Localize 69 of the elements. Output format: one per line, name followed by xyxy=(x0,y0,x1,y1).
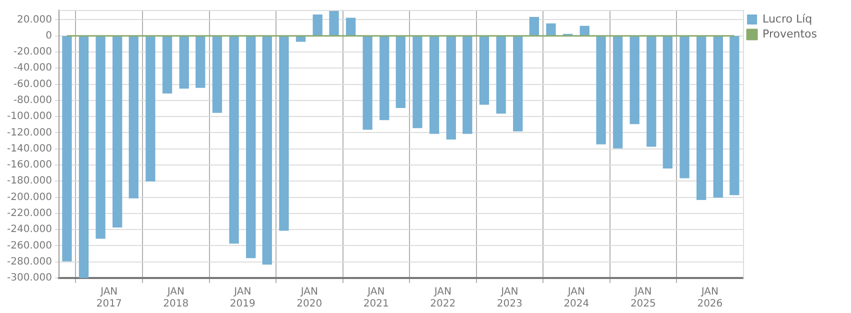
y-tick-label: -280.000 xyxy=(6,256,52,268)
legend-label: Lucro Líq xyxy=(762,12,812,26)
y-tick-label: -120.000 xyxy=(6,127,52,138)
x-tick-label: JAN 2026 xyxy=(697,286,723,310)
bar xyxy=(446,36,456,140)
y-tick-label: -200.000 xyxy=(6,192,52,203)
y-tick-label: -20.000 xyxy=(13,46,52,58)
bar xyxy=(580,26,590,36)
y-tick-label: -220.000 xyxy=(6,208,52,220)
x-tick-label: JAN 2025 xyxy=(630,286,656,310)
bar xyxy=(229,36,239,244)
x-tick-label: JAN 2024 xyxy=(564,286,590,310)
bar xyxy=(630,36,640,124)
x-tick-label: JAN 2021 xyxy=(363,286,389,310)
bar xyxy=(128,36,138,198)
y-tick-label: -160.000 xyxy=(6,160,52,171)
bar xyxy=(179,36,189,89)
x-tick-label: JAN 2017 xyxy=(96,286,122,310)
y-tick-label: -140.000 xyxy=(6,143,52,154)
x-tick-label: JAN 2018 xyxy=(163,286,189,310)
legend-label: Proventos xyxy=(762,27,818,40)
bar xyxy=(496,36,506,114)
bar xyxy=(680,36,690,178)
x-tick-label: JAN 2023 xyxy=(496,286,522,310)
bar xyxy=(196,36,206,88)
bar xyxy=(346,18,356,36)
bar xyxy=(329,10,339,36)
bar xyxy=(162,36,172,94)
bar xyxy=(380,36,390,120)
y-tick-label: -60.000 xyxy=(13,78,52,90)
bar xyxy=(312,14,322,36)
bar xyxy=(112,36,122,228)
bar xyxy=(596,36,606,144)
bar xyxy=(462,36,472,134)
bar xyxy=(713,36,723,198)
bar xyxy=(246,36,256,258)
y-tick-label: -240.000 xyxy=(6,224,52,236)
bar xyxy=(396,36,406,108)
bar xyxy=(546,23,556,36)
y-tick-label: -100.000 xyxy=(6,111,52,122)
bar xyxy=(96,36,106,239)
y-tick-label: -80.000 xyxy=(13,95,52,106)
bar xyxy=(296,36,306,42)
bar xyxy=(479,36,490,105)
bar xyxy=(62,36,72,262)
bar xyxy=(730,36,740,196)
x-tick-label: JAN 2020 xyxy=(296,286,322,310)
bar xyxy=(513,36,523,132)
bar xyxy=(362,36,372,130)
bar xyxy=(146,36,156,182)
y-tick-label: -260.000 xyxy=(6,240,52,252)
bar xyxy=(646,36,656,147)
bar xyxy=(78,36,89,278)
bar xyxy=(662,36,673,169)
bar xyxy=(612,36,623,148)
bar xyxy=(429,36,440,134)
y-tick-label: 0 xyxy=(46,30,52,42)
bar xyxy=(696,36,706,200)
bar xyxy=(529,16,539,36)
y-tick-label: -40.000 xyxy=(13,62,52,74)
y-tick-label: 20.000 xyxy=(16,14,52,26)
bar xyxy=(279,36,289,231)
x-tick-label: JAN 2019 xyxy=(230,286,256,310)
bar xyxy=(412,36,422,128)
x-tick-label: JAN 2022 xyxy=(430,286,456,310)
bar xyxy=(262,36,272,265)
y-tick-label: -300.000 xyxy=(6,272,52,284)
bar xyxy=(212,36,222,113)
y-tick-label: -180.000 xyxy=(6,176,52,187)
